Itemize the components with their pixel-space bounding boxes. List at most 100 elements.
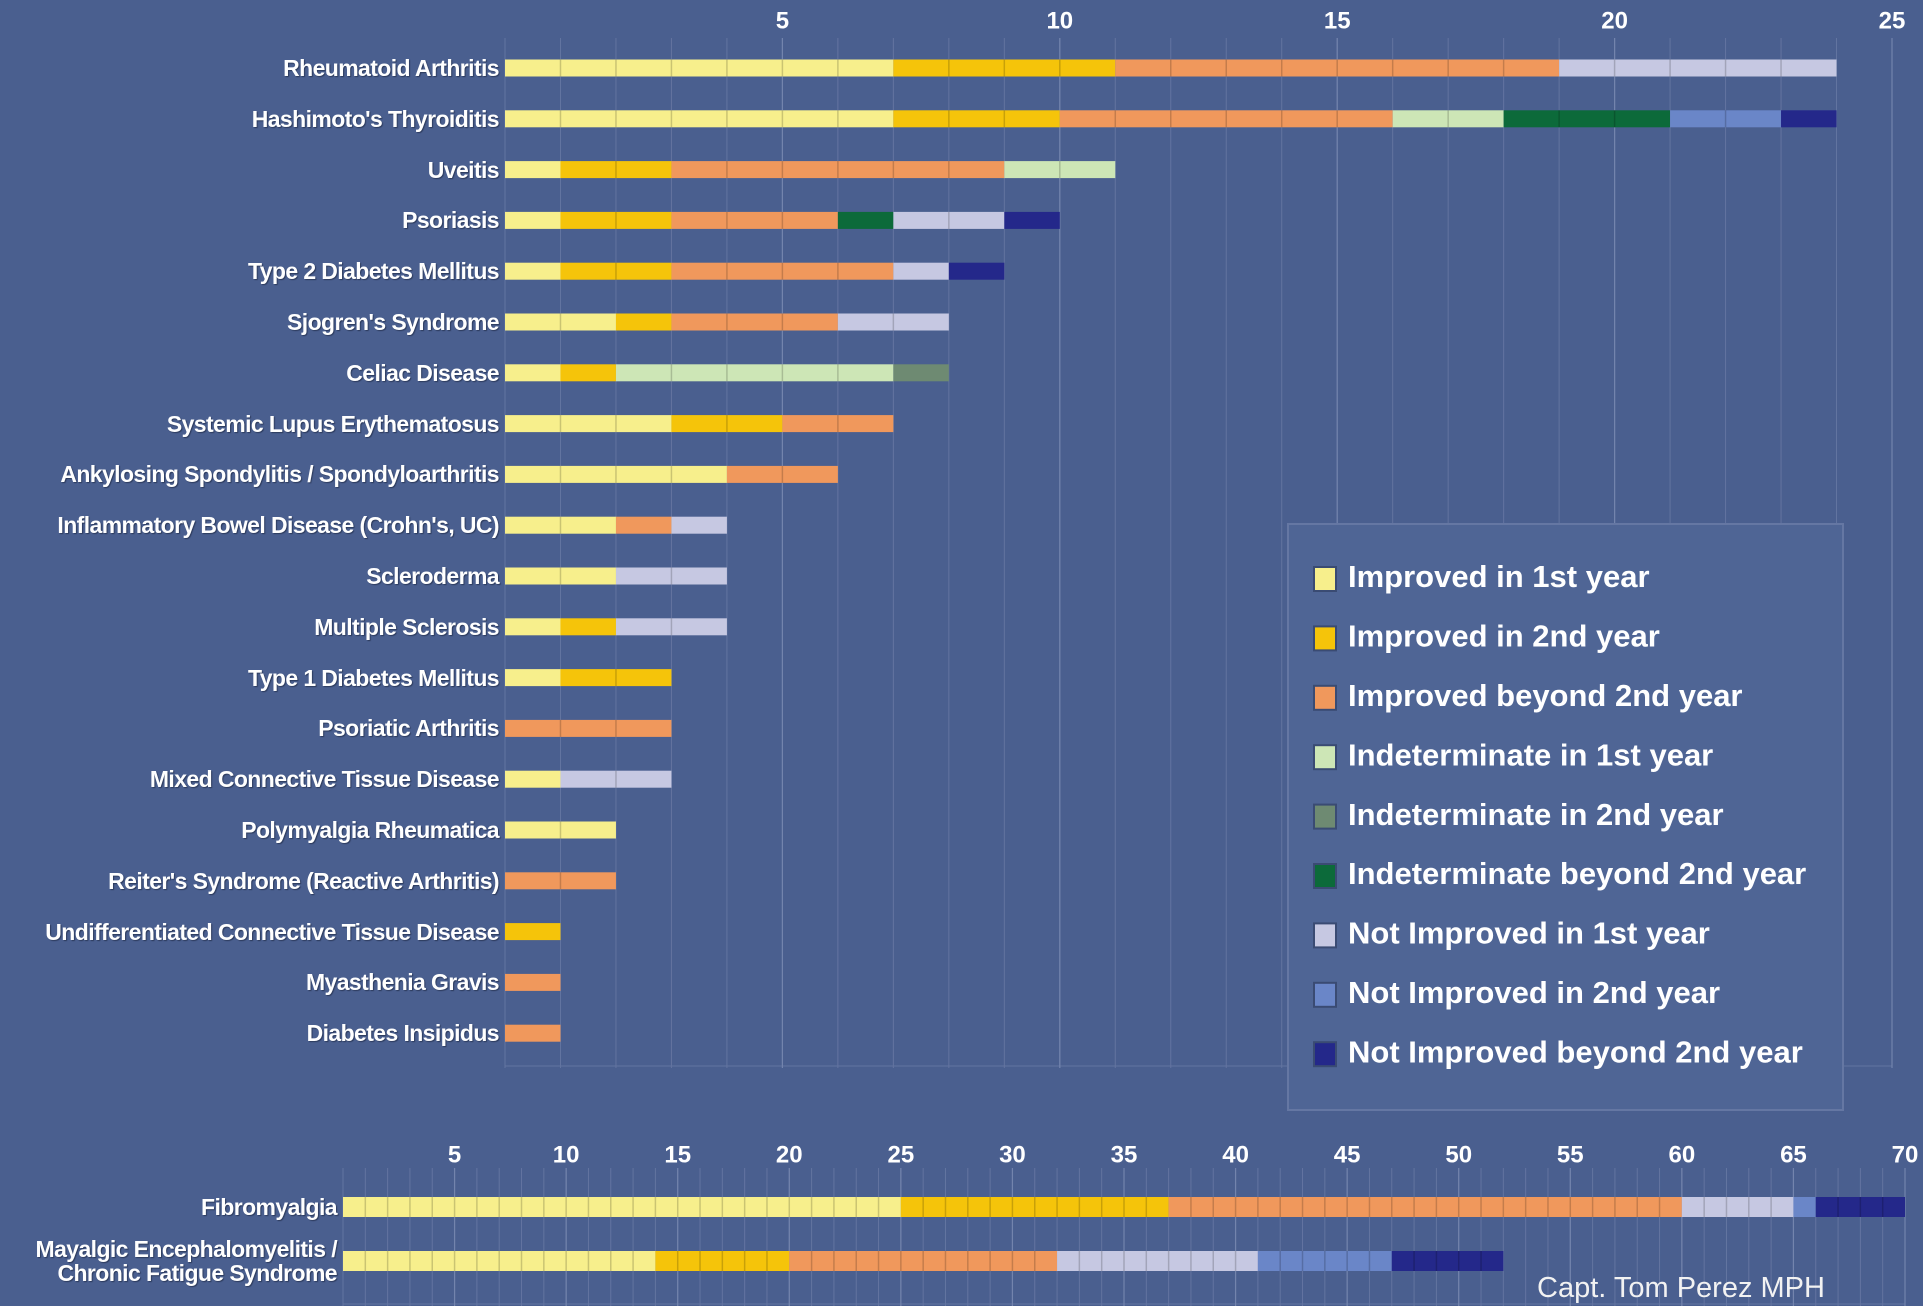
bar-segment	[505, 415, 672, 433]
bar-segment	[505, 923, 561, 941]
legend-swatch	[1313, 922, 1337, 949]
bar-segment	[505, 211, 561, 229]
bar-segment	[505, 364, 561, 382]
bar-segment	[1559, 59, 1837, 77]
bar-segment	[505, 669, 561, 687]
bar-segment	[505, 110, 894, 128]
category-label: Mayalgic Encephalomyelitis / Chronic Fat…	[35, 1236, 338, 1286]
category-label: Sjogren's Syndrome	[287, 309, 500, 335]
legend-swatch	[1313, 1041, 1337, 1068]
category-label: Reiter's Syndrome (Reactive Arthritis)	[108, 867, 499, 894]
bar-segment	[505, 262, 561, 280]
category-label: Inflammatory Bowel Disease (Crohn's, UC)	[57, 512, 499, 539]
x-tick-label: 30	[999, 1141, 1026, 1168]
bar-segment	[1670, 110, 1782, 128]
x-tick-label: 15	[1324, 7, 1351, 34]
bar-segment	[1059, 110, 1393, 128]
category-label: Scleroderma	[366, 563, 499, 589]
bar-segment	[1681, 1197, 1794, 1217]
legend-swatch	[1313, 625, 1337, 652]
bar-segment	[505, 618, 561, 636]
bar-segment	[560, 364, 616, 382]
category-label: Celiac Disease	[346, 359, 499, 386]
credit: Capt. Tom Perez MPH	[1537, 1272, 1825, 1304]
bar-segment	[837, 211, 894, 229]
legend-label: Improved in 1st year	[1348, 559, 1650, 594]
bar-segment	[893, 211, 1005, 229]
category-label: Psoriasis	[402, 207, 499, 234]
legend-label: Not Improved in 1st year	[1348, 916, 1710, 951]
bar-segment	[505, 567, 616, 585]
bar-segment	[505, 719, 672, 737]
category-label: Mixed Connective Tissue Disease	[149, 766, 500, 793]
bar-segment	[1392, 110, 1504, 128]
category-label: Myasthenia Gravis	[305, 969, 500, 996]
bar-segment	[837, 313, 949, 331]
legend-box	[1287, 523, 1844, 1111]
bar-segment	[655, 1251, 790, 1271]
x-tick-label: 10	[553, 1141, 580, 1168]
x-tick-label: 70	[1892, 1141, 1919, 1168]
category-label: Multiple Sclerosis	[314, 613, 499, 640]
x-tick-label: 55	[1557, 1141, 1584, 1168]
bar-segment	[1168, 1197, 1682, 1217]
legend-swatch	[1313, 981, 1337, 1008]
category-label: Ankylosing Spondylitis / Spondyloarthrit…	[60, 461, 499, 488]
bar-segment	[505, 1024, 561, 1042]
bar-segment	[1115, 59, 1560, 77]
legend-swatch	[1313, 803, 1337, 830]
bar-segment	[1503, 110, 1671, 128]
x-tick-label: 5	[448, 1141, 461, 1168]
x-tick-label: 5	[776, 7, 789, 34]
x-tick-label: 50	[1445, 1141, 1472, 1168]
category-label: Type 2 Diabetes Mellitus	[247, 258, 500, 285]
legend-swatch	[1313, 863, 1337, 889]
bar-segment	[948, 262, 1005, 280]
x-tick-label: 60	[1669, 1141, 1696, 1168]
bar-segment	[615, 618, 727, 636]
legend-label: Improved in 2nd year	[1348, 619, 1660, 654]
bar-segment	[1391, 1251, 1504, 1271]
category-label: Type 1 Diabetes Mellitus	[247, 664, 500, 691]
x-tick-label: 25	[1879, 7, 1906, 34]
bar-segment	[1257, 1251, 1392, 1271]
bar-segment	[726, 465, 838, 483]
category-label: Undifferentiated Connective Tissue Disea…	[45, 918, 499, 945]
bar-segment	[560, 669, 672, 687]
bar-segment	[671, 415, 783, 433]
bar-segment	[900, 1197, 1169, 1217]
category-label: Uveitis	[427, 156, 500, 183]
bar-segment	[505, 821, 616, 839]
bar-segment	[560, 161, 672, 179]
category-label: Psoriatic Arthritis	[318, 715, 499, 742]
category-label: Diabetes Insipidus	[306, 1020, 500, 1047]
bar-segment	[671, 211, 838, 229]
legend-label: Indeterminate in 1st year	[1348, 737, 1713, 772]
bar-segment	[1004, 161, 1116, 179]
bar-segment	[671, 262, 894, 280]
bar-segment	[343, 1251, 656, 1271]
x-tick-label: 35	[1111, 1141, 1138, 1168]
bar-segment	[782, 415, 894, 433]
bar-segment	[505, 770, 561, 788]
legend-swatch	[1313, 684, 1337, 711]
bar-segment	[560, 618, 616, 636]
bar-segment	[615, 567, 727, 585]
bar-segment	[560, 770, 672, 788]
x-tick-label: 40	[1222, 1141, 1249, 1168]
bar-segment	[1057, 1251, 1258, 1271]
category-label: Fibromyalgia	[201, 1194, 338, 1220]
bar-segment	[671, 516, 727, 534]
bar-segment	[615, 516, 672, 534]
x-tick-label: 20	[1601, 7, 1628, 34]
category-label: Rheumatoid Arthritis	[283, 55, 499, 81]
bar-segment	[505, 465, 727, 483]
bar-segment	[560, 262, 672, 280]
bar-segment	[893, 59, 1116, 77]
bar-segment	[505, 973, 561, 991]
category-label: Systemic Lupus Erythematosus	[166, 410, 500, 437]
legend-label: Improved beyond 2nd year	[1348, 678, 1743, 713]
bar-segment	[1815, 1197, 1905, 1217]
